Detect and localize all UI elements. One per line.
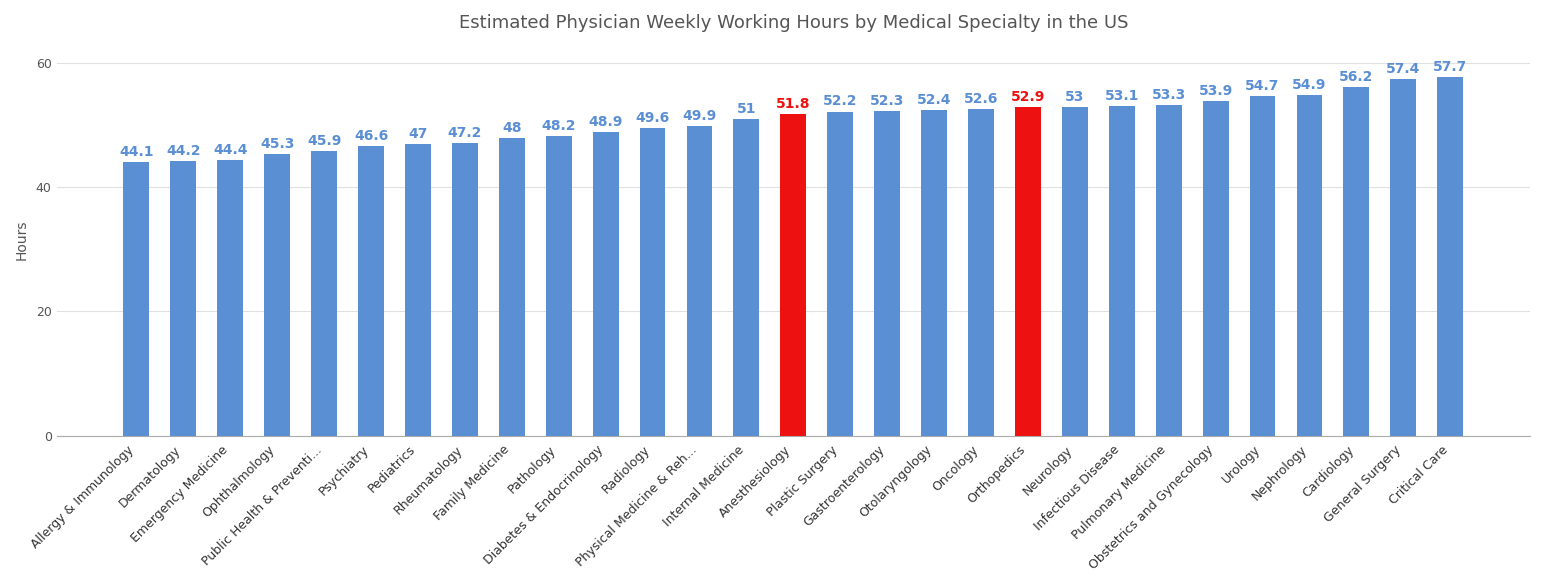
Text: 53.1: 53.1 xyxy=(1104,89,1139,103)
Bar xyxy=(922,110,946,435)
Text: 53.3: 53.3 xyxy=(1152,88,1186,101)
Bar xyxy=(593,132,619,435)
Bar xyxy=(1014,107,1041,435)
Bar xyxy=(874,111,900,435)
Text: 47: 47 xyxy=(408,127,428,141)
Text: 48: 48 xyxy=(502,121,522,135)
Y-axis label: Hours: Hours xyxy=(15,220,29,260)
Text: 52.6: 52.6 xyxy=(963,92,997,106)
Bar xyxy=(312,151,337,435)
Text: 51.8: 51.8 xyxy=(777,97,811,111)
Bar xyxy=(545,137,571,435)
Bar xyxy=(124,162,150,435)
Bar xyxy=(218,160,242,435)
Text: 53.9: 53.9 xyxy=(1198,84,1232,98)
Bar xyxy=(1156,105,1181,435)
Bar xyxy=(639,128,665,435)
Bar xyxy=(1437,77,1464,435)
Bar xyxy=(264,154,290,435)
Text: 46.6: 46.6 xyxy=(354,130,388,143)
Text: 49.6: 49.6 xyxy=(636,111,670,125)
Text: 48.9: 48.9 xyxy=(588,115,622,129)
Text: 48.2: 48.2 xyxy=(542,120,576,133)
Text: 54.9: 54.9 xyxy=(1292,78,1326,92)
Bar xyxy=(358,146,384,435)
Bar xyxy=(1062,107,1087,435)
Bar xyxy=(1109,106,1135,435)
Bar xyxy=(687,126,712,435)
Bar xyxy=(968,109,994,435)
Bar xyxy=(828,111,854,435)
Text: 53: 53 xyxy=(1065,90,1084,104)
Title: Estimated Physician Weekly Working Hours by Medical Specialty in the US: Estimated Physician Weekly Working Hours… xyxy=(459,14,1129,32)
Text: 44.1: 44.1 xyxy=(119,145,154,159)
Bar xyxy=(170,161,196,435)
Text: 52.4: 52.4 xyxy=(917,93,951,107)
Text: 49.9: 49.9 xyxy=(682,109,716,122)
Bar xyxy=(1203,101,1229,435)
Text: 54.7: 54.7 xyxy=(1246,79,1280,93)
Text: 44.2: 44.2 xyxy=(167,144,201,158)
Text: 45.3: 45.3 xyxy=(259,137,295,151)
Bar xyxy=(452,142,477,435)
Bar xyxy=(405,144,431,435)
Bar xyxy=(1249,96,1275,435)
Text: 47.2: 47.2 xyxy=(448,125,482,139)
Text: 56.2: 56.2 xyxy=(1339,70,1374,84)
Text: 44.4: 44.4 xyxy=(213,143,247,157)
Bar xyxy=(1297,95,1322,435)
Text: 52.2: 52.2 xyxy=(823,94,857,108)
Bar xyxy=(733,119,760,435)
Bar xyxy=(1343,87,1370,435)
Text: 52.9: 52.9 xyxy=(1011,90,1045,104)
Text: 52.3: 52.3 xyxy=(869,94,905,108)
Bar xyxy=(780,114,806,435)
Bar xyxy=(1391,79,1416,435)
Bar xyxy=(499,138,525,435)
Text: 57.4: 57.4 xyxy=(1387,62,1420,76)
Text: 51: 51 xyxy=(736,102,757,116)
Text: 45.9: 45.9 xyxy=(307,134,341,148)
Text: 57.7: 57.7 xyxy=(1433,60,1467,74)
